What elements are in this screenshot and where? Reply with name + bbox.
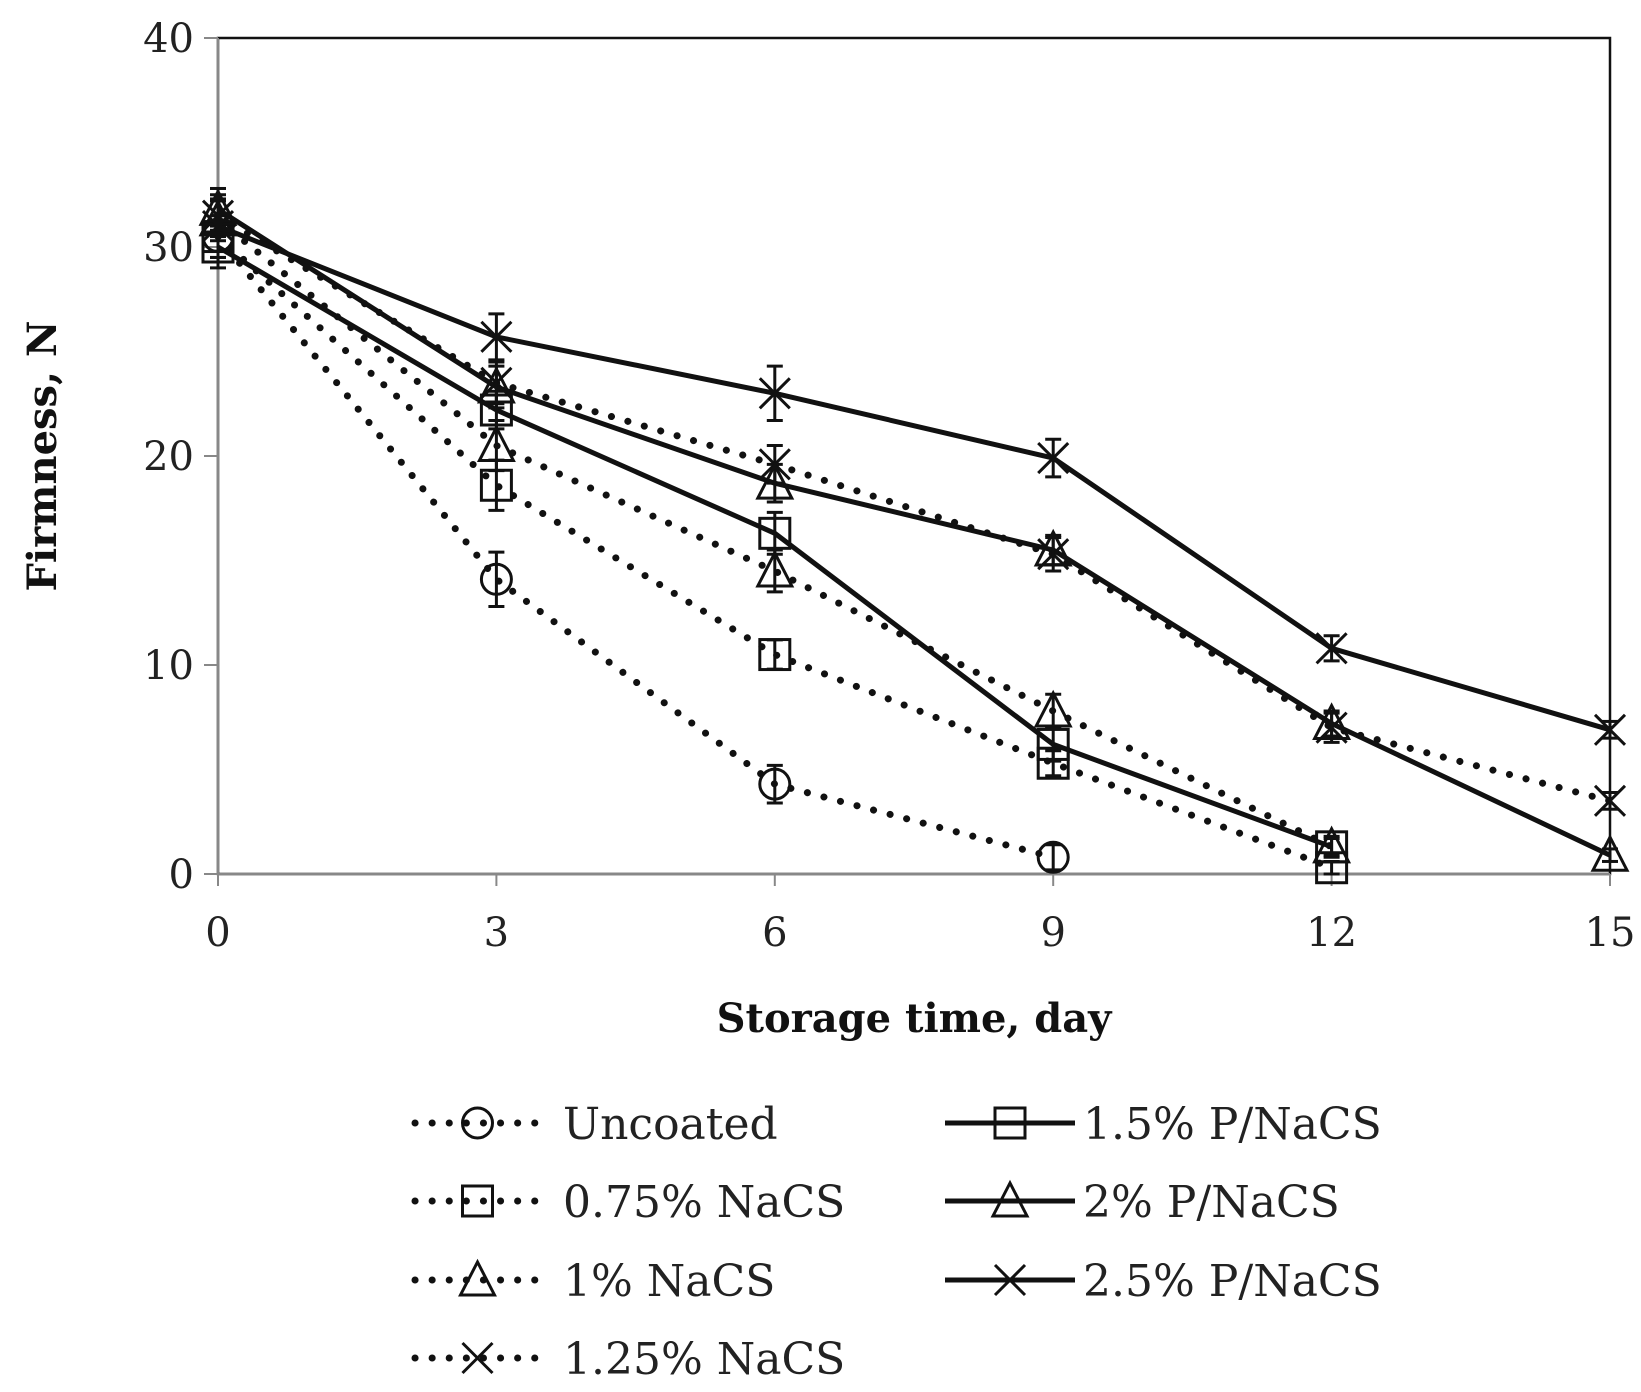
legend-item-0-75-nacs: 0.75% NaCS: [411, 1177, 845, 1228]
series-line: [217, 223, 1611, 733]
legend-item-1-25-nacs: 1.25% NaCS: [411, 1334, 845, 1385]
triangle-marker: [1033, 689, 1073, 728]
square-marker: [461, 1184, 494, 1218]
x-marker: [758, 377, 791, 410]
y-tick-label: 10: [143, 643, 194, 689]
legend-label: 1% NaCS: [563, 1256, 775, 1307]
series-line: [216, 207, 1612, 858]
circle-marker: [479, 562, 513, 596]
error-bar: [1045, 726, 1062, 763]
legend-item-1-nacs: 1% NaCS: [411, 1256, 775, 1307]
circle-marker: [1036, 840, 1070, 874]
x-tick-label: 9: [1040, 910, 1065, 956]
legend-label: 1.5% P/NaCS: [1083, 1099, 1382, 1150]
x-marker: [461, 1341, 494, 1375]
x-tick-label: 6: [762, 910, 787, 956]
x-marker: [201, 210, 235, 243]
legend-label: Uncoated: [563, 1099, 778, 1150]
x-marker: [1037, 442, 1070, 475]
triangle-marker: [755, 549, 795, 588]
plot-area-frame: [216, 36, 1612, 876]
y-axis: 0 10 20 30 40: [143, 16, 219, 898]
square-marker: [758, 516, 792, 550]
legend-item-2-5-p-nacs: 2.5% P/NaCS: [945, 1256, 1382, 1307]
x-marker: [1593, 713, 1627, 746]
error-bar: [766, 763, 783, 805]
legend-label: 1.25% NaCS: [563, 1334, 845, 1385]
triangle-marker: [1590, 833, 1630, 872]
error-bar: [1323, 836, 1340, 857]
legend-label: 2.5% P/NaCS: [1083, 1256, 1382, 1307]
triangle-marker: [1312, 702, 1352, 741]
triangle-marker: [755, 461, 795, 500]
square-marker: [758, 638, 792, 672]
y-axis-title: Firmness, N: [19, 321, 66, 592]
triangle-marker: [476, 424, 516, 463]
y-tick-label: 30: [143, 225, 194, 271]
x-tick-label: 3: [484, 910, 509, 956]
x-tick-label: 12: [1306, 910, 1357, 956]
x-marker: [1315, 632, 1348, 665]
x-marker: [1593, 784, 1627, 817]
triangle-marker: [1033, 528, 1073, 567]
error-bar: [1323, 709, 1340, 738]
series-line: [214, 233, 1057, 861]
legend: Uncoated 0.75% NaCS 1% NaCS 1.25% NaCS 1.5% …: [411, 1099, 1382, 1385]
x-axis-title: Storage time, day: [717, 995, 1114, 1042]
series-2-p-nacs: [198, 186, 1630, 872]
triangle-marker: [476, 365, 516, 404]
x-axis: 0 3 6 9 12 15: [205, 873, 1636, 956]
triangle-marker: [990, 1179, 1030, 1218]
x-tick-label: 0: [205, 910, 230, 956]
square-marker: [993, 1106, 1027, 1140]
series-2-5-p-nacs: [201, 199, 1627, 746]
square-marker: [1036, 727, 1070, 761]
circle-marker: [461, 1106, 494, 1140]
legend-label: 0.75% NaCS: [563, 1177, 845, 1228]
square-marker: [1315, 830, 1349, 864]
legend-item-2-p-nacs: 2% P/NaCS: [945, 1177, 1340, 1228]
legend-label: 2% P/NaCS: [1083, 1177, 1340, 1228]
error-bar: [488, 550, 505, 608]
triangle-marker: [458, 1258, 497, 1297]
x-marker: [993, 1263, 1027, 1297]
y-tick-label: 0: [169, 852, 194, 898]
circle-marker: [758, 767, 792, 801]
legend-item-1-5-p-nacs: 1.5% P/NaCS: [945, 1099, 1382, 1150]
y-tick-label: 40: [143, 16, 194, 62]
x-marker: [480, 320, 513, 353]
y-tick-label: 20: [143, 434, 194, 480]
legend-item-uncoated: Uncoated: [411, 1099, 778, 1150]
x-tick-label: 15: [1585, 910, 1636, 956]
series-1-5-p-nacs: [201, 224, 1349, 864]
series-layer: [198, 186, 1630, 885]
